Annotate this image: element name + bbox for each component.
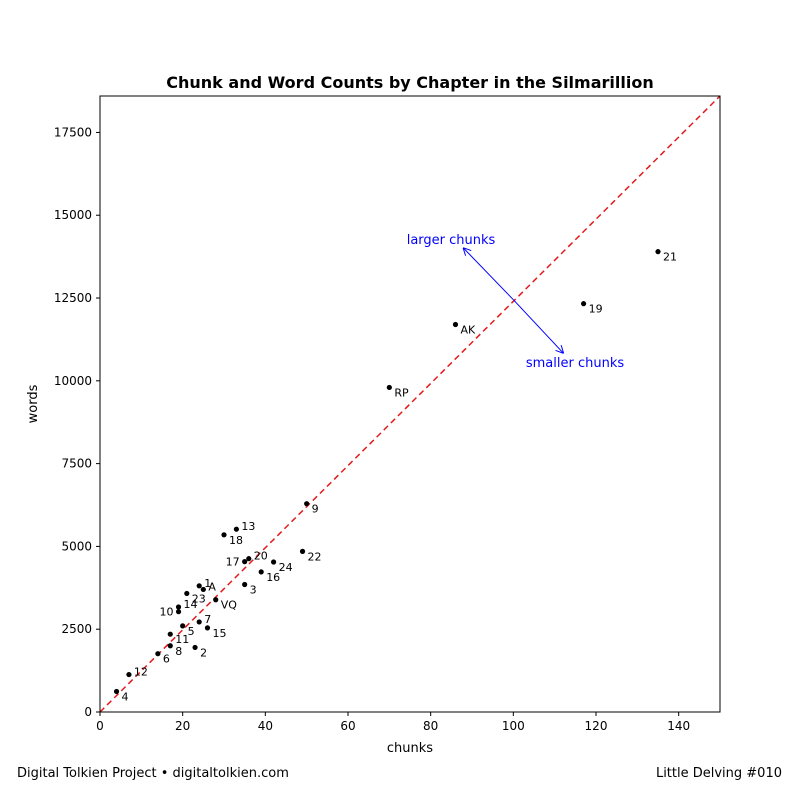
point-label: 14 [184,598,198,611]
data-point [204,625,211,631]
arrow-larger-chunks [464,248,514,301]
point-label: 19 [589,303,603,316]
point-label: 24 [279,561,293,574]
point-label: 5 [188,625,195,638]
point-label: 20 [254,550,268,563]
annotation-smaller-chunks: smaller chunks [526,356,624,371]
x-tick-label: 80 [423,719,438,733]
y-tick-label: 12500 [54,291,92,305]
plot-frame [99,95,721,713]
point-label: 2 [200,646,207,659]
point-label: A [208,580,216,593]
x-tick-label: 20 [175,719,190,733]
annotation-larger-chunks: larger chunks [407,233,496,248]
y-tick-label: 17500 [54,125,92,139]
data-point [581,301,587,307]
x-tick-label: 0 [96,719,104,733]
x-tick-label: 120 [585,719,608,733]
x-tick-label: 100 [502,719,525,733]
point-label: 16 [266,571,280,584]
reference-line [100,96,720,712]
point-label: 10 [160,606,174,619]
point-label: 6 [163,653,170,666]
point-label: VQ [221,599,238,612]
footer-credit: Digital Tolkien Project • digitaltolkien… [17,766,289,781]
data-point [242,559,248,565]
x-tick-label: 140 [667,719,690,733]
data-point [386,384,392,391]
point-label: 18 [229,534,243,547]
data-point [655,249,661,255]
y-tick-label: 7500 [61,457,92,471]
point-label: 21 [663,251,677,264]
data-point [246,556,252,562]
point-label: 3 [250,583,257,596]
point-label: 11 [175,633,189,646]
point-label: 1 [204,577,211,590]
point-label: RP [394,386,409,399]
data-point [196,583,202,589]
data-point [180,623,186,629]
point-label: 17 [226,556,240,569]
data-point [213,597,219,603]
data-point [233,526,239,532]
x-tick-label: 60 [340,719,355,733]
point-label: 4 [122,690,129,703]
data-point [200,586,206,593]
data-point [192,644,198,651]
data-point [196,619,202,625]
y-tick-label: 10000 [54,374,92,388]
data-point [113,688,120,695]
point-label: AK [460,324,476,337]
y-tick-label: 0 [84,705,92,719]
y-axis-label: words [26,384,41,423]
y-tick-label: 15000 [54,208,92,222]
point-label: 15 [212,627,226,640]
data-point [258,569,264,575]
data-point [175,604,182,610]
data-point [167,631,173,637]
point-label: 23 [192,592,206,605]
data-point [175,609,182,615]
y-tick-label: 2500 [61,622,92,636]
arrow-smaller-chunks [512,299,563,353]
chart-title: Chunk and Word Counts by Chapter in the … [166,73,653,92]
footer-issue: Little Delving #010 [655,766,782,781]
data-point [221,532,227,538]
data-point [304,501,310,507]
data-point [299,548,306,554]
data-point [184,590,190,597]
data-point [242,581,248,588]
point-label: 9 [312,503,319,516]
point-label: 7 [204,613,211,626]
point-label: 22 [308,550,322,563]
data-point [452,321,459,328]
point-label: 13 [241,520,255,533]
y-tick-label: 5000 [61,539,92,553]
point-label: 8 [175,645,182,658]
data-point [155,651,161,657]
data-point [271,559,277,565]
data-point [167,643,173,649]
data-point [126,671,132,678]
point-label: 12 [134,666,148,679]
x-axis-label: chunks [387,741,433,756]
x-tick-label: 40 [258,719,273,733]
